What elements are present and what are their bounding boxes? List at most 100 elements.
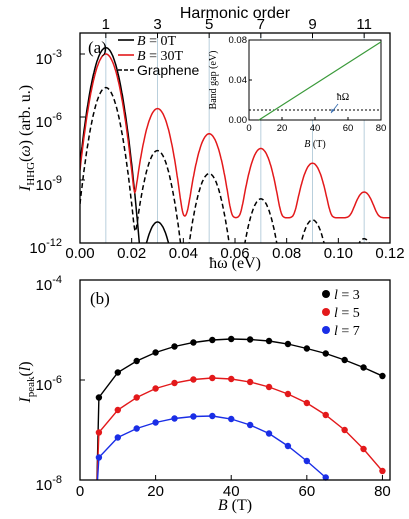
panel-a-x-axis-label: ħω (eV) (209, 255, 261, 272)
panel-b-legend: l = 3 l = 5 l = 7 (322, 288, 360, 339)
inset-x-tick-label: 20 (277, 123, 288, 134)
panel-b-label: (b) (90, 289, 110, 308)
data-point-l7 (322, 474, 329, 481)
data-point-l5 (360, 445, 367, 453)
data-point-l5 (190, 376, 197, 383)
x-tick-label: 60 (298, 483, 315, 500)
data-point-l5 (152, 385, 159, 392)
top-tick-label: 9 (308, 16, 316, 33)
inset-x-tick-label: 40 (310, 123, 321, 134)
data-point-l7 (114, 434, 122, 441)
top-axis-label: Harmonic order (180, 5, 291, 22)
panel-b: 0 20 40 60 80 10-4 10-6 10-8 B (T) Ipeak(l) (b… (17, 274, 391, 514)
inset-x-tick-label: 80 (376, 123, 387, 134)
data-point-l5 (209, 374, 216, 382)
data-point-l5 (284, 390, 292, 398)
data-point-l3 (322, 350, 329, 357)
top-tick-label: 3 (153, 16, 161, 33)
data-point-l5 (114, 406, 122, 414)
series-line-b-0t (80, 46, 170, 243)
band-gap-line (258, 41, 382, 121)
data-point-l3 (379, 372, 386, 380)
legend-marker (322, 290, 330, 298)
data-point-l5 (379, 467, 386, 475)
data-point-l7 (303, 457, 311, 465)
legend-label: B = 0T (137, 34, 176, 49)
panel-a-top-ticks: 1 3 5 7 9 11 (102, 16, 372, 38)
legend-marker (322, 326, 330, 334)
panel-b-y-axis-label: Ipeak(l) (17, 361, 37, 403)
inset-y-axis-label: Band gap (eV) (208, 51, 219, 110)
series-line-b-30t (80, 53, 390, 219)
y-tick-label: 10-4 (36, 274, 62, 294)
x-tick-label: 0.10 (324, 245, 353, 262)
data-point-l5 (95, 429, 103, 436)
legend-label: l = 3 (334, 288, 360, 303)
panel-b-x-ticks: 0 20 40 60 80 (76, 475, 391, 500)
data-point-l7 (190, 413, 197, 420)
panel-a-curves (80, 46, 390, 243)
data-point-l7 (133, 425, 140, 432)
panel-a-x-ticks: 0.00 0.02 0.04 0.06 0.08 0.10 0.12 (65, 238, 405, 262)
x-tick-label: 0.06 (220, 245, 249, 262)
data-point-l5 (322, 411, 329, 419)
inset-frame (248, 39, 382, 121)
panel-a-label: (a) (88, 38, 107, 57)
inset-y-tick-label: 0.04 (229, 75, 248, 86)
x-tick-label: 0 (76, 483, 84, 500)
data-point-l5 (265, 383, 273, 391)
data-point-l5 (341, 426, 348, 434)
y-tick-label: 10-6 (36, 111, 62, 131)
data-point-l3 (360, 364, 367, 371)
annotation-arrowhead (331, 108, 335, 113)
top-tick-label: 1 (102, 16, 110, 33)
legend-label: Graphene (137, 62, 199, 78)
data-point-l3 (95, 394, 103, 401)
inset-y-tick-label: 0.00 (229, 115, 248, 126)
hbar-omega-annotation: ħΩ (337, 92, 349, 103)
data-point-l7 (265, 430, 273, 437)
legend-label: l = 7 (334, 324, 360, 339)
data-point-l7 (284, 442, 292, 450)
panel-b-y-ticks: 10-4 10-6 10-8 (36, 274, 85, 494)
x-tick-label: 0.04 (169, 245, 198, 262)
data-point-l3 (246, 336, 254, 343)
x-tick-label: 0.00 (65, 245, 94, 262)
data-point-l5 (246, 378, 254, 386)
data-point-l3 (265, 337, 273, 345)
data-point-l5 (171, 379, 178, 387)
data-point-l7 (152, 419, 159, 426)
series-line-l7 (96, 415, 327, 480)
data-point-l5 (303, 399, 311, 407)
legend-label: B = 30T (137, 49, 183, 64)
x-tick-label: 20 (147, 483, 164, 500)
series-line-l5 (96, 377, 383, 480)
data-point-l3 (341, 356, 348, 364)
data-point-l3 (228, 335, 235, 343)
series-line-graphene (80, 86, 370, 243)
panel-a-y-axis-label: IHHG(ω) (arb. u.) (17, 85, 37, 192)
y-tick-label: 10-9 (36, 174, 62, 194)
panel-b-curves (95, 335, 386, 481)
data-point-l5 (133, 394, 140, 401)
data-point-l7 (228, 415, 235, 423)
data-point-l7 (246, 421, 254, 429)
panel-b-x-axis-label: B (T) (218, 497, 252, 514)
data-point-l3 (114, 369, 122, 376)
top-tick-label: 5 (205, 16, 213, 33)
data-point-l7 (95, 454, 103, 461)
x-tick-label: 40 (223, 483, 240, 500)
top-tick-label: 7 (257, 16, 265, 33)
panel-a-y-ticks: 10-3 10-6 10-9 10-12 (29, 48, 85, 257)
x-tick-label: 0.08 (272, 245, 301, 262)
legend-marker (322, 308, 330, 316)
data-point-l3 (303, 345, 311, 352)
panel-a: 0.00 0.02 0.04 0.06 0.08 0.10 0.12 10-310-610-… (17, 5, 405, 272)
data-point-l3 (152, 349, 159, 356)
y-tick-label: 10-12 (29, 237, 62, 257)
y-tick-label: 10-3 (36, 48, 62, 68)
inset-x-tick-label: 60 (343, 123, 354, 134)
data-point-l3 (190, 339, 197, 346)
